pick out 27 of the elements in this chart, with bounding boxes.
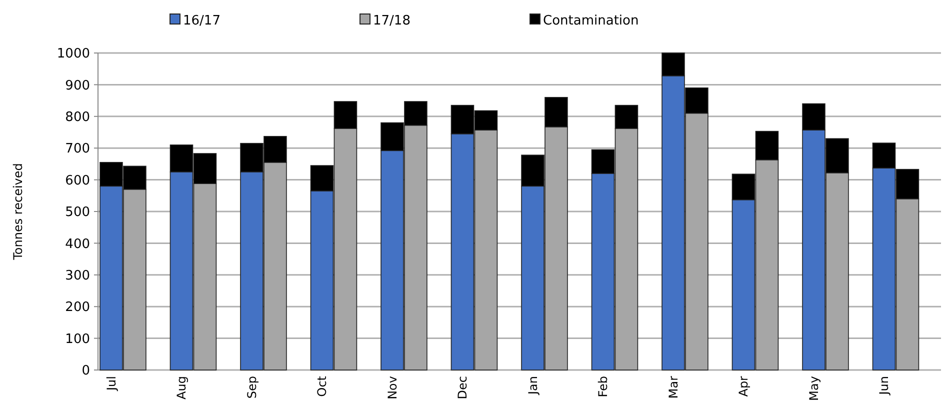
y-tick-label: 700 xyxy=(65,142,90,157)
x-tick-label: Dec xyxy=(456,376,470,400)
y-tick-label: 200 xyxy=(65,300,90,316)
y-tick-label: 600 xyxy=(65,173,90,188)
y-tick-label: 800 xyxy=(65,110,90,125)
y-tick-label: 0 xyxy=(82,364,90,379)
legend-label: 17/18 xyxy=(373,14,410,29)
x-tick-label: Jul xyxy=(104,376,118,392)
x-tick-label: Nov xyxy=(385,376,400,400)
y-tick-label: 900 xyxy=(65,78,90,94)
legend-label: 16/17 xyxy=(183,14,220,29)
x-tick-label: Mar xyxy=(666,376,680,399)
x-tick-label: Aug xyxy=(174,376,189,400)
y-axis-title: Tonnes received xyxy=(11,163,25,261)
x-tick-label: Apr xyxy=(736,376,751,397)
y-tick-label: 100 xyxy=(65,332,90,347)
x-tick-label: Jan xyxy=(526,376,540,396)
x-tick-label: Feb xyxy=(596,376,610,398)
x-tick-label: Sep xyxy=(244,376,259,399)
y-tick-label: 400 xyxy=(65,236,90,252)
legend-label: Contamination xyxy=(543,14,639,29)
x-tick-label: May xyxy=(806,376,821,401)
y-tick-label: 1000 xyxy=(56,46,90,62)
y-tick-label: 500 xyxy=(65,205,90,220)
x-tick-label: Jun xyxy=(877,376,892,396)
y-tick-label: 300 xyxy=(65,268,90,284)
x-tick-label: Oct xyxy=(315,376,330,397)
